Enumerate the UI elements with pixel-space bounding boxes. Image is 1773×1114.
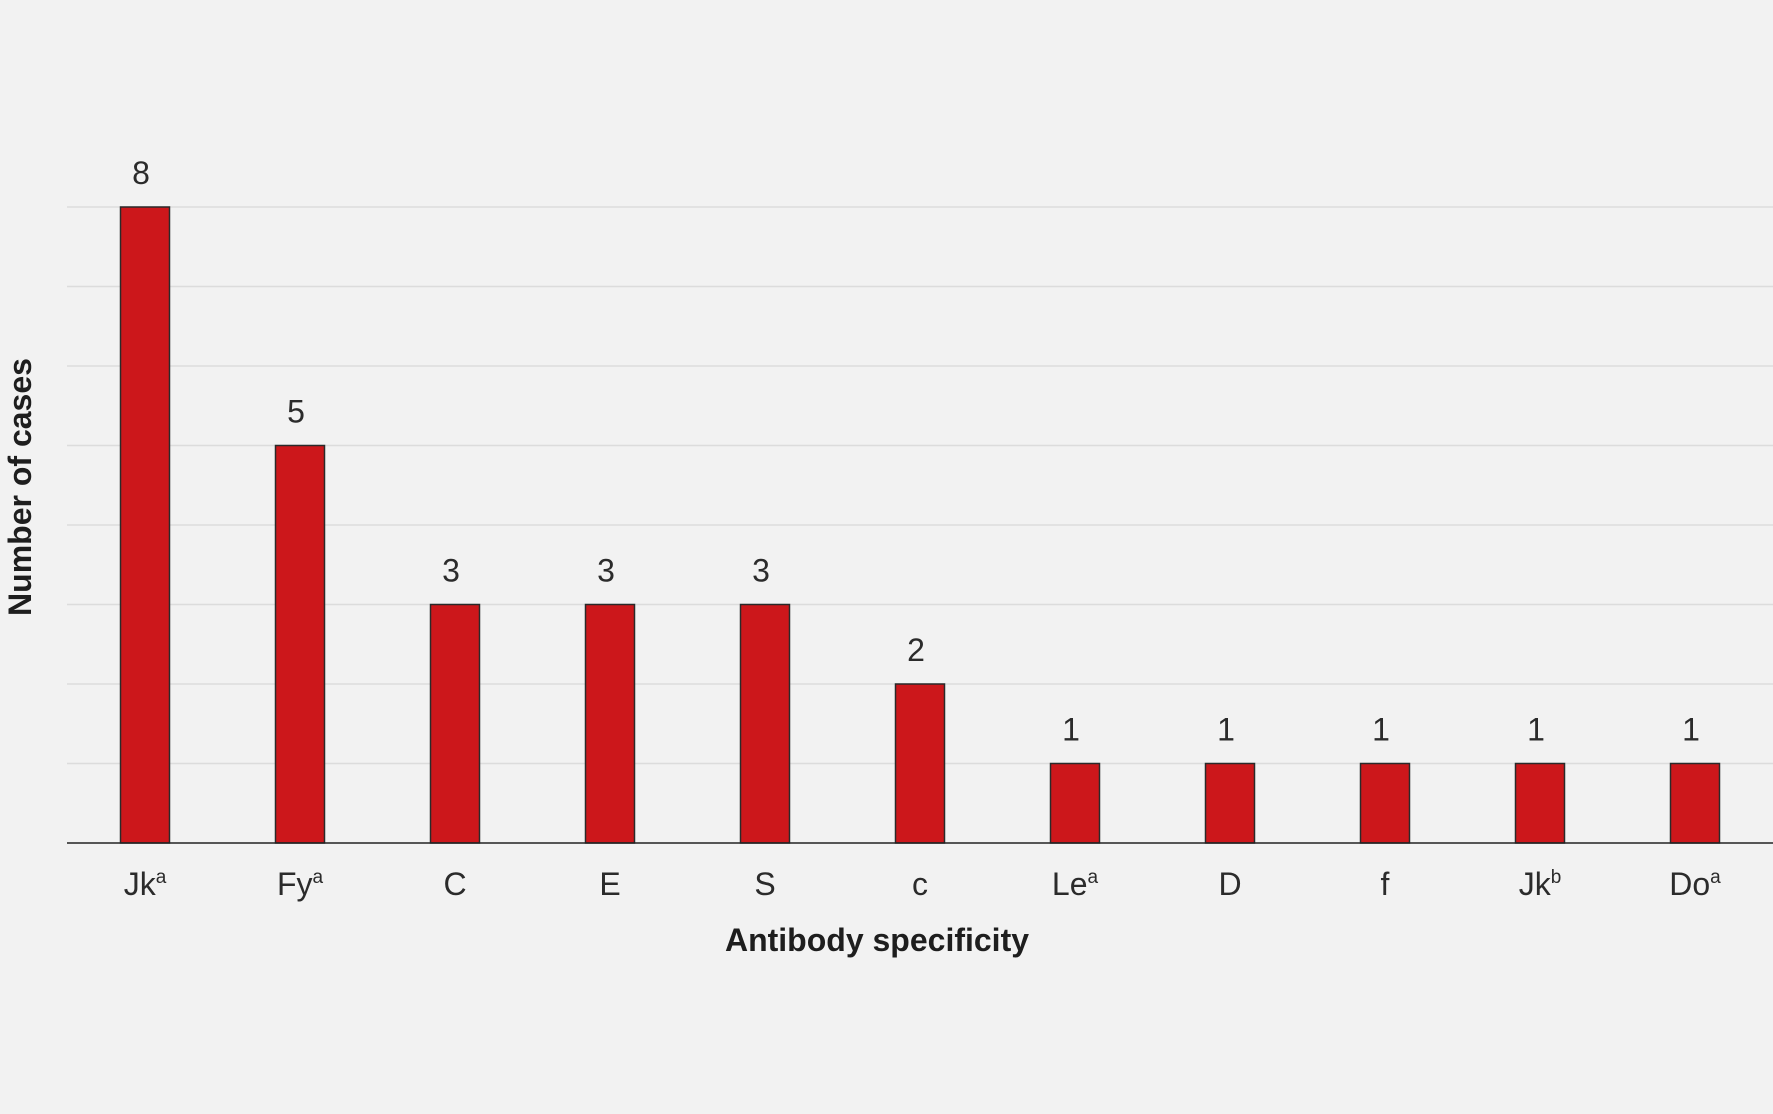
data-label: 1 [1062, 712, 1080, 748]
tick-label-base: D [1218, 866, 1241, 902]
tick-label-superscript: a [1710, 867, 1721, 888]
bar [274, 444, 326, 844]
data-label: 1 [1527, 712, 1545, 748]
tick-label-base: Do [1669, 866, 1710, 902]
tick-label-superscript: a [156, 867, 167, 888]
data-label: 3 [752, 553, 770, 589]
x-tick-label: S [754, 866, 775, 902]
tick-label-base: S [754, 866, 775, 902]
data-label: 3 [442, 553, 460, 589]
x-tick-label: Doa [1669, 866, 1721, 902]
tick-label-base: Jk [124, 866, 157, 902]
tick-label-superscript: a [1088, 867, 1099, 888]
tick-label-base: E [599, 866, 620, 902]
bar [1669, 762, 1721, 844]
x-tick-label: Jka [124, 866, 167, 902]
x-tick-label: E [599, 866, 620, 902]
tick-label-base: Le [1052, 866, 1088, 902]
x-axis-title: Antibody specificity [725, 922, 1029, 958]
data-label: 3 [597, 553, 615, 589]
data-label: 2 [907, 632, 925, 668]
y-axis-title: Number of cases [2, 358, 38, 616]
bars [119, 206, 1721, 844]
data-labels: 8 5 3 3 3 2 1 1 1 1 1 [132, 155, 1700, 748]
x-tick-label: f [1381, 866, 1390, 902]
data-label: 8 [132, 155, 150, 191]
bar [894, 683, 946, 844]
x-tick-label: c [912, 866, 928, 902]
data-label: 5 [287, 394, 305, 430]
bar [429, 603, 481, 844]
tick-label-superscript: a [312, 867, 323, 888]
x-tick-label: C [443, 866, 466, 902]
gridlines [67, 206, 1773, 765]
bar [739, 603, 791, 844]
bar [1204, 762, 1256, 844]
tick-label-superscript: b [1551, 867, 1562, 888]
x-tick-label: Lea [1052, 866, 1099, 902]
data-label: 1 [1372, 712, 1390, 748]
bar [119, 206, 171, 844]
tick-label-base: c [912, 866, 928, 902]
x-tick-label: D [1218, 866, 1241, 902]
tick-label-base: f [1381, 866, 1390, 902]
bar [584, 603, 636, 844]
x-tick-label: Jkb [1519, 866, 1562, 902]
data-label: 1 [1217, 712, 1235, 748]
tick-label-base: Fy [277, 866, 313, 902]
x-tick-label: Fya [277, 866, 324, 902]
bar [1359, 762, 1411, 844]
bar [1049, 762, 1101, 844]
tick-label-base: Jk [1519, 866, 1552, 902]
data-label: 1 [1682, 712, 1700, 748]
bar [1514, 762, 1566, 844]
tick-label-base: C [443, 866, 466, 902]
